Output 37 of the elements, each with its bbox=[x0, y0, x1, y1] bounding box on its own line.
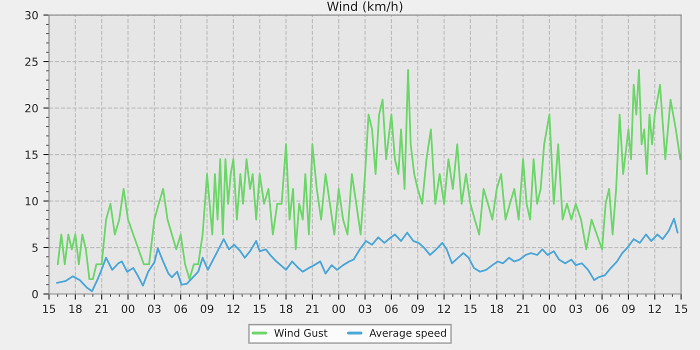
x-tick-label: 15 bbox=[675, 304, 688, 314]
y-tick-label: 15 bbox=[26, 150, 38, 159]
x-tick-label: 00 bbox=[332, 304, 346, 314]
x-tick-label: 06 bbox=[596, 304, 608, 314]
y-tick-label: 20 bbox=[25, 104, 38, 112]
x-tick-label: 18 bbox=[490, 304, 504, 314]
x-tick-label: 15 bbox=[254, 304, 266, 314]
y-tick-label: 25 bbox=[25, 58, 38, 66]
chart-title: Wind (km/h) bbox=[327, 1, 402, 13]
x-tick-label: 00 bbox=[543, 304, 556, 314]
x-tick-label: 12 bbox=[438, 304, 450, 313]
x-tick-label: 06 bbox=[174, 304, 188, 314]
x-tick-label: 15 bbox=[464, 304, 476, 314]
x-tick-label: 21 bbox=[516, 304, 530, 313]
legend-label: Wind Gust bbox=[274, 328, 328, 337]
x-tick-label: 18 bbox=[69, 304, 82, 314]
x-tick-label: 09 bbox=[622, 304, 635, 314]
x-tick-label: 15 bbox=[43, 304, 56, 314]
x-tick-label: 12 bbox=[648, 304, 661, 313]
x-tick-label: 03 bbox=[358, 304, 372, 314]
x-tick-label: 03 bbox=[569, 304, 582, 314]
x-tick-label: 21 bbox=[306, 304, 318, 313]
x-tick-label: 21 bbox=[95, 304, 108, 313]
y-tick-label: 5 bbox=[32, 244, 38, 252]
x-tick-label: 09 bbox=[200, 304, 214, 314]
legend-label: Average speed bbox=[369, 328, 446, 339]
y-tick-label: 10 bbox=[26, 196, 38, 206]
x-tick-label: 09 bbox=[411, 304, 424, 314]
x-tick-label: 12 bbox=[228, 304, 240, 313]
line-series bbox=[56, 218, 678, 292]
y-tick-label: 30 bbox=[25, 11, 38, 20]
y-tick-label: 0 bbox=[32, 290, 38, 298]
x-tick-label: 00 bbox=[122, 304, 134, 314]
x-tick-label: 06 bbox=[385, 304, 398, 314]
x-tick-label: 03 bbox=[148, 304, 161, 314]
x-tick-label: 18 bbox=[280, 304, 292, 314]
line-series bbox=[56, 69, 682, 280]
